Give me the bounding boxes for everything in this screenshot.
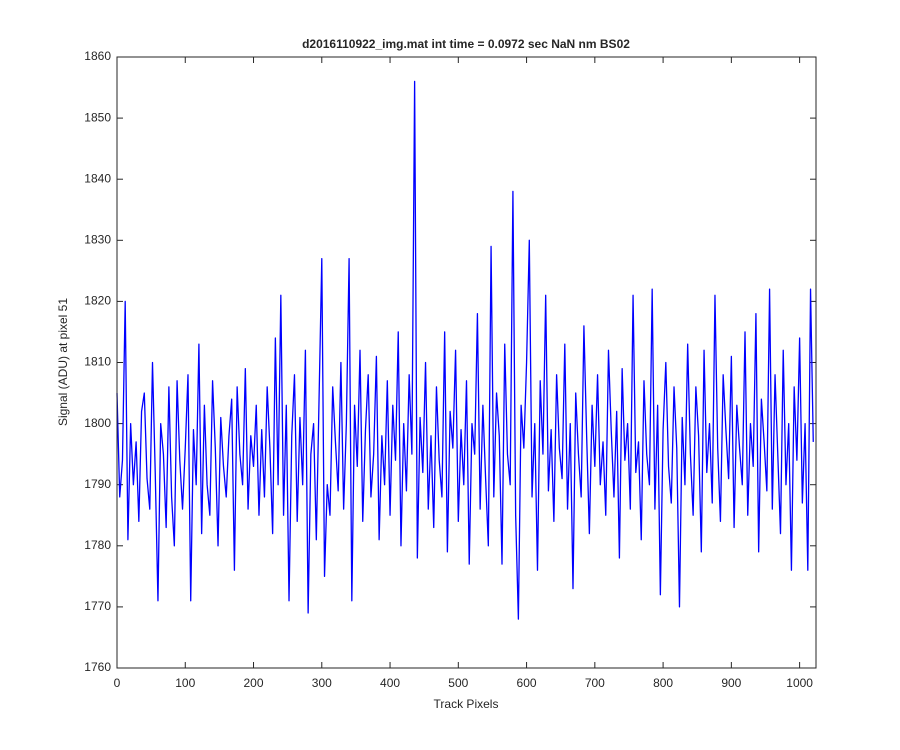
- x-tick-label: 800: [653, 676, 673, 690]
- x-tick-label: 400: [380, 676, 400, 690]
- y-tick-label: 1800: [84, 416, 111, 430]
- x-tick-label: 300: [312, 676, 332, 690]
- y-tick-label: 1860: [84, 49, 111, 63]
- x-tick-label: 500: [448, 676, 468, 690]
- y-tick-label: 1790: [84, 477, 111, 491]
- x-tick-label: 200: [244, 676, 264, 690]
- y-tick-label: 1820: [84, 294, 111, 308]
- x-tick-label: 1000: [786, 676, 813, 690]
- chart-title: d2016110922_img.mat int time = 0.0972 se…: [302, 37, 630, 51]
- x-tick-label: 0: [114, 676, 121, 690]
- x-tick-label: 100: [175, 676, 195, 690]
- x-tick-label: 900: [721, 676, 741, 690]
- x-axis-label: Track Pixels: [434, 697, 499, 711]
- y-tick-label: 1770: [84, 599, 111, 613]
- y-tick-label: 1780: [84, 538, 111, 552]
- y-tick-label: 1810: [84, 355, 111, 369]
- y-tick-label: 1850: [84, 110, 111, 124]
- y-tick-label: 1840: [84, 171, 111, 185]
- data-line: [116, 80, 814, 620]
- x-tick-label: 600: [517, 676, 537, 690]
- plot-frame: [116, 56, 817, 669]
- y-tick-label: 1830: [84, 232, 111, 246]
- y-tick-label: 1760: [84, 660, 111, 674]
- y-axis-label: Signal (ADU) at pixel 51: [56, 298, 70, 426]
- x-tick-label: 700: [585, 676, 605, 690]
